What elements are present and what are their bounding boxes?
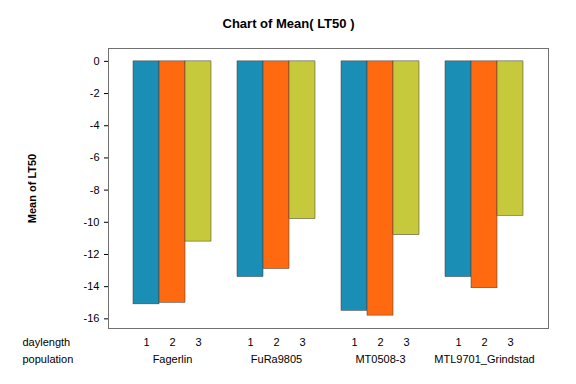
svg-text:-14: -14: [84, 280, 100, 292]
svg-text:2: 2: [273, 336, 279, 348]
svg-text:-8: -8: [90, 184, 100, 196]
svg-text:3: 3: [195, 336, 201, 348]
svg-text:MT0508-3: MT0508-3: [355, 353, 405, 365]
svg-text:2: 2: [169, 336, 175, 348]
svg-text:FuRa9805: FuRa9805: [251, 353, 302, 365]
svg-text:Mean of LT50: Mean of LT50: [26, 154, 38, 223]
svg-text:Chart of Mean( LT50 ): Chart of Mean( LT50 ): [223, 16, 355, 31]
svg-text:daylength: daylength: [23, 336, 71, 348]
svg-text:population: population: [23, 353, 74, 365]
svg-text:2: 2: [481, 336, 487, 348]
svg-text:-6: -6: [90, 151, 100, 163]
svg-text:1: 1: [351, 336, 357, 348]
svg-text:3: 3: [403, 336, 409, 348]
svg-text:0: 0: [93, 55, 99, 67]
svg-text:2: 2: [377, 336, 383, 348]
svg-text:MTL9701_Grindstad: MTL9701_Grindstad: [434, 353, 534, 365]
svg-text:3: 3: [507, 336, 513, 348]
svg-text:-4: -4: [90, 119, 100, 131]
svg-text:1: 1: [247, 336, 253, 348]
svg-text:Fagerlin: Fagerlin: [153, 353, 193, 365]
svg-text:-10: -10: [84, 216, 100, 228]
svg-text:1: 1: [143, 336, 149, 348]
svg-text:-2: -2: [90, 87, 100, 99]
svg-text:3: 3: [299, 336, 305, 348]
svg-text:-16: -16: [84, 312, 100, 324]
svg-text:1: 1: [455, 336, 461, 348]
svg-text:-12: -12: [84, 248, 100, 260]
